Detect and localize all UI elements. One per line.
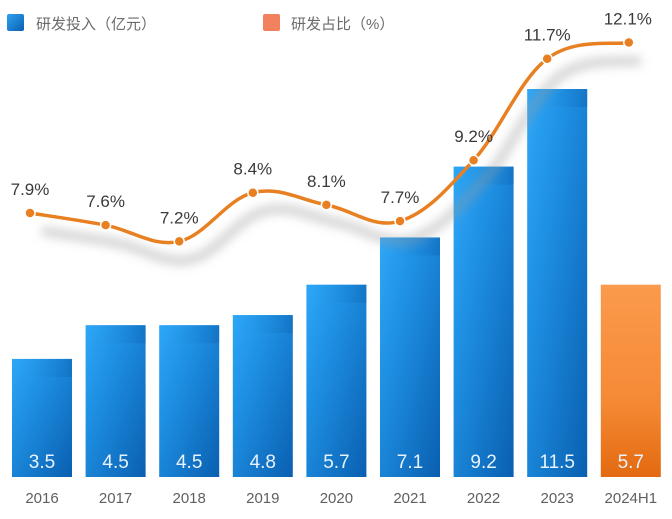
x-tick-label: 2018 xyxy=(173,490,206,507)
line-value-label: 7.7% xyxy=(381,188,420,207)
bar-value-label: 7.1 xyxy=(397,452,423,473)
x-tick-label: 2023 xyxy=(541,490,574,507)
legend-label-rd-ratio: 研发占比（%） xyxy=(291,16,394,33)
line-point-2017 xyxy=(99,219,112,231)
x-tick-label: 2021 xyxy=(393,490,426,507)
line-value-label: 7.9% xyxy=(11,180,50,199)
line-shadow-path xyxy=(41,56,642,266)
x-tick-label: 2022 xyxy=(467,490,500,507)
legend-swatch-blue xyxy=(7,14,24,31)
bar-top-shade-2018 xyxy=(159,325,220,344)
x-axis: 2016 2017 2018 2019 2020 2021 2022 2023 2024H1 xyxy=(25,490,657,507)
bar-2024H1 xyxy=(600,284,661,477)
x-tick-label: 2020 xyxy=(320,490,353,507)
line-value-label: 8.1% xyxy=(307,172,346,191)
bar-value-label: 5.7 xyxy=(618,452,644,473)
bar-2017 xyxy=(85,325,146,477)
bar-2016 xyxy=(12,358,72,477)
bar-value-label: 9.2 xyxy=(470,452,496,473)
line-value-label: 7.6% xyxy=(86,192,125,211)
bar-top-shade-2020 xyxy=(306,284,367,303)
bar-2021 xyxy=(380,237,440,477)
line-point-2021 xyxy=(394,215,406,227)
line-value-label: 7.2% xyxy=(160,208,199,227)
line-value-label: 8.4% xyxy=(233,160,272,179)
line-point-2020 xyxy=(320,199,333,211)
bar-value-label: 4.5 xyxy=(102,452,128,473)
line-point-2022 xyxy=(467,154,480,166)
bar-top-shade-2016 xyxy=(12,358,72,377)
legend-label-rd-investment: 研发投入（亿元） xyxy=(36,16,156,33)
bar-value-label: 3.5 xyxy=(29,452,55,473)
line-value-label: 9.2% xyxy=(454,127,493,146)
line-point-2024H1 xyxy=(623,36,635,49)
x-tick-label: 2017 xyxy=(99,490,132,507)
line-shadow xyxy=(41,56,642,266)
bar-2020 xyxy=(306,284,367,477)
x-tick-label: 2024H1 xyxy=(605,490,658,507)
line-point-2018 xyxy=(173,235,185,248)
line-value-label: 12.1% xyxy=(604,9,652,28)
x-tick-label: 2019 xyxy=(246,490,279,507)
bar-top-shade-2019 xyxy=(232,315,293,334)
legend-item-rd-ratio[interactable]: 研发占比（%） xyxy=(263,14,394,33)
legend: 研发投入（亿元） 研发占比（%） xyxy=(7,14,394,33)
x-tick-label: 2016 xyxy=(25,490,58,507)
bar-value-label: 4.5 xyxy=(176,452,202,473)
line-point-2023 xyxy=(541,52,553,65)
legend-swatch-orange xyxy=(263,14,280,31)
line-point-2019 xyxy=(247,186,259,199)
rd-ratio-line xyxy=(28,40,631,245)
bar-top-shade-2017 xyxy=(85,325,146,344)
bar-value-label: 11.5 xyxy=(539,452,575,473)
line-series xyxy=(24,36,635,248)
bar-value-label: 4.8 xyxy=(250,452,276,473)
legend-item-rd-investment[interactable]: 研发投入（亿元） xyxy=(7,14,156,33)
bar-value-label: 5.7 xyxy=(323,452,349,473)
bar-2018 xyxy=(159,325,220,477)
line-point-2016 xyxy=(24,207,36,219)
bar-2023 xyxy=(527,89,588,477)
bar-2019 xyxy=(232,315,293,477)
bar-2022 xyxy=(453,166,514,477)
data-labels: 3.5 4.5 4.5 4.8 5.7 7.1 9.2 11.5 5.7 7.9% 7.6% 7.2%… xyxy=(11,9,652,473)
line-value-label: 11.7% xyxy=(524,26,571,45)
bar-series xyxy=(12,89,661,477)
